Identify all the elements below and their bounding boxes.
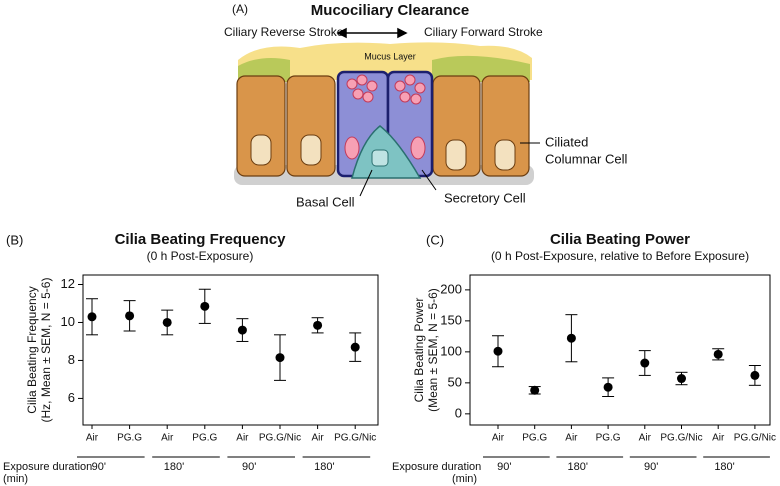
y-tick-label: 150 <box>440 312 462 327</box>
group-label: 180' <box>714 461 734 473</box>
y-tick-label: 10 <box>61 314 75 329</box>
y-axis-label: Cilia Beating Frequency <box>25 286 39 413</box>
point <box>125 311 135 321</box>
plot-frame <box>469 274 771 426</box>
point <box>162 317 172 327</box>
y-axis-label: Cilia Beating Power <box>412 298 426 403</box>
x-tick-label: PG.G <box>596 433 621 444</box>
secretory-label: Secretory Cell <box>444 190 526 205</box>
y-tick-label: 12 <box>61 276 75 291</box>
illustration-title: Mucociliary Clearance <box>311 2 469 19</box>
panel-label: (B) <box>6 232 23 247</box>
y-tick-label: 50 <box>448 374 462 389</box>
group-label: 180' <box>164 461 184 473</box>
y-tick-label: 100 <box>440 343 462 358</box>
x-tick-label: PG.G <box>522 433 547 444</box>
y-axis-label: (Mean ± SEM, N = 5-6) <box>426 288 440 412</box>
x-tick-label: PG.G/Nic <box>660 433 702 444</box>
group-label: 90' <box>644 461 658 473</box>
point <box>313 320 323 330</box>
x-tick-label: PG.G <box>192 433 217 444</box>
chart-title: Cilia Beating Power <box>550 231 690 248</box>
stroke-label: Ciliary Reverse Stroke <box>224 25 344 39</box>
nuclei <box>250 134 516 171</box>
y-tick-label: 200 <box>440 281 462 296</box>
group-label: 90' <box>92 461 106 473</box>
x-axis-label: Exposure duration <box>3 461 92 473</box>
x-axis-label: (min) <box>3 473 28 485</box>
x-tick-label: PG.G/Nic <box>334 433 376 444</box>
basal-nucleus <box>371 149 389 167</box>
granules <box>344 74 426 160</box>
point <box>275 353 285 363</box>
x-axis-label: (min) <box>452 473 477 485</box>
stroke-label: Ciliary Forward Stroke <box>424 25 543 39</box>
pointer <box>359 169 373 197</box>
group-label: 90' <box>242 461 256 473</box>
point <box>677 374 686 384</box>
y-tick-label: 8 <box>68 352 75 367</box>
x-tick-label: Air <box>712 433 725 444</box>
x-tick-label: Air <box>236 433 249 444</box>
columnar-label: Ciliated <box>545 134 588 149</box>
panel-label: (C) <box>426 232 444 247</box>
point <box>640 358 650 368</box>
x-tick-label: Air <box>565 433 578 444</box>
x-tick-label: Air <box>86 433 99 444</box>
point <box>237 325 247 335</box>
illustration: (A) Mucociliary Clearance Ciliary Revers… <box>224 2 627 209</box>
point <box>200 301 210 311</box>
y-tick-label: 0 <box>455 405 462 420</box>
y-tick-label: 6 <box>68 390 75 405</box>
columnar-label: Columnar Cell <box>545 151 627 166</box>
x-tick-label: PG.G <box>117 433 142 444</box>
point <box>603 382 613 392</box>
x-tick-label: Air <box>639 433 652 444</box>
columnar-cells <box>236 75 530 177</box>
arrow <box>336 27 408 39</box>
plot-frame <box>82 274 379 426</box>
x-tick-label: PG.G/Nic <box>259 433 301 444</box>
point <box>87 312 97 322</box>
x-tick-label: Air <box>311 433 324 444</box>
chart-title: Cilia Beating Frequency <box>115 231 287 248</box>
point <box>566 333 576 343</box>
y-axis-label: (Hz, Mean ± SEM, N = 5-6) <box>39 278 53 423</box>
chart-subtitle: (0 h Post-Exposure, relative to Before E… <box>491 249 749 263</box>
point <box>750 370 760 380</box>
point <box>530 385 540 395</box>
group-label: 90' <box>497 461 511 473</box>
mucus-label: Mucus Layer <box>364 51 416 61</box>
group-label: 180' <box>568 461 588 473</box>
basal-label: Basal Cell <box>296 194 355 209</box>
x-tick-label: PG.G/Nic <box>734 433 776 444</box>
pointer <box>421 169 437 191</box>
panel-label: (A) <box>232 2 248 16</box>
x-tick-label: Air <box>492 433 505 444</box>
point <box>493 346 503 356</box>
point <box>350 342 360 352</box>
group-label: 180' <box>314 461 334 473</box>
chart-subtitle: (0 h Post-Exposure) <box>147 249 254 263</box>
x-tick-label: Air <box>161 433 174 444</box>
point <box>713 349 723 359</box>
x-axis-label: Exposure duration <box>392 461 481 473</box>
